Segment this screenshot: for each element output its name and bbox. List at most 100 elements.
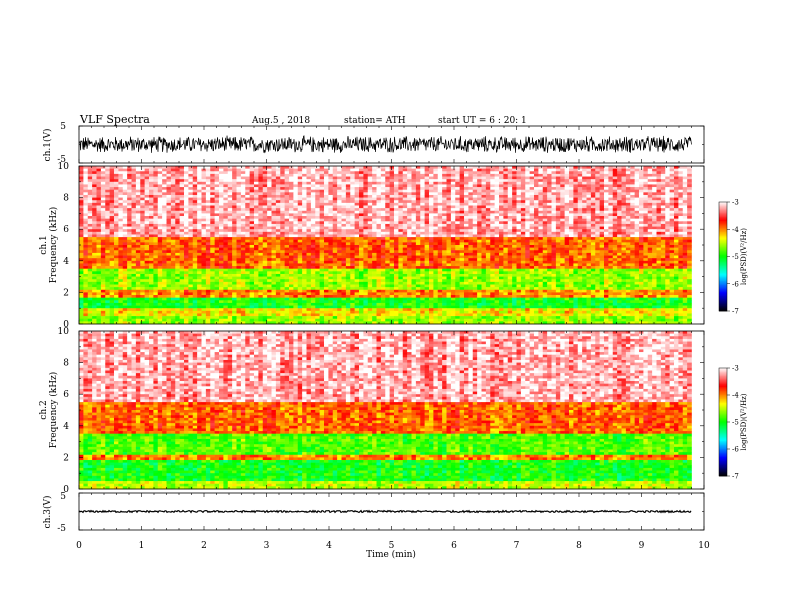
colorbar-segment [719,376,727,378]
colorbar-segment [719,221,727,223]
colorbar-segment [719,405,727,408]
colorbar-tick-label: -7 [732,473,739,481]
colorbar-segment [719,412,727,415]
colorbar-tick-label: -4 [732,226,739,234]
colorbar-segment [719,457,727,459]
ch1-spectrogram-ylabel-channel: ch.1 [39,235,49,254]
time-tick-label: 8 [576,541,582,551]
colorbar-segment [719,459,727,462]
colorbar-segment [719,260,727,263]
colorbar-segment [719,276,727,279]
colorbar-segment [719,399,727,401]
ch1-spectrogram-ytick-labels: 0 2 4 6 8 10 [58,162,70,330]
colorbar-segment [719,436,727,439]
colorbar-segment [719,461,727,463]
colorbar-segment [719,211,727,214]
time-tick-label: 9 [639,541,645,551]
colorbar-segment [719,214,727,217]
ch1-waveform-panel: 5 -5 ch.1(V) [42,122,705,165]
time-axis-label: Time (min) [366,549,416,560]
colorbar-segment [719,302,727,305]
colorbar-segment [719,378,727,381]
colorbar-tick-label: -5 [732,419,739,427]
colorbar-segment [719,427,727,430]
ch3-waveform-panel: 5 -5 ch.3(V) [42,492,705,534]
colorbar-segment [719,453,727,455]
colorbar-segment [719,241,727,244]
colorbar-segment [719,218,727,221]
ch1-waveform-line [78,135,692,154]
colorbar-segment [719,279,727,282]
colorbar-segment [719,249,727,252]
colorbar-segment [719,275,727,278]
ch2-spectrogram-ylabel-frequency: Frequency (kHz) [48,372,59,449]
colorbar-segment [719,435,727,438]
colorbar-segment [719,222,727,225]
colorbar-tick-label: -6 [732,280,739,288]
colorbar-tick-label: -6 [732,446,739,454]
colorbar-segment [719,467,727,470]
frequency-tick-label: 4 [63,257,69,267]
ch2-colorbar: -3 -4 -5 -6 -7 log(PSD)(V²/Hz) [718,365,748,481]
colorbar-segment [719,408,727,411]
colorbar-segment [719,264,727,267]
time-tick-label: 10 [698,541,710,551]
colorbar-segment [719,373,727,376]
colorbar-segment [719,230,727,233]
colorbar-segment [719,306,727,309]
colorbar-segment [719,309,727,312]
colorbar-segment [719,266,727,268]
colorbar-segment [719,438,727,440]
colorbar-segment [719,257,727,260]
ch2-spectrogram-ticks [78,330,705,490]
ch1-ytick-bottom: -5 [57,155,66,165]
colorbar-segment [719,242,727,245]
colorbar-segment [719,396,727,399]
colorbar-segment [719,382,727,385]
colorbar-segment [719,215,727,218]
frequency-tick-label: 0 [63,485,69,495]
ch1-waveform-ticks [78,125,705,164]
colorbar-segment [719,416,727,419]
colorbar-segment [719,424,727,427]
colorbar-segment [719,233,727,236]
ch2-spectrogram-image [79,331,692,490]
colorbar-segment [719,407,727,409]
colorbar-segment [719,301,727,304]
frequency-tick-label: 0 [63,320,69,330]
time-tick-label: 5 [389,541,395,551]
frequency-tick-label: 8 [63,194,69,204]
colorbar-segment [719,380,727,382]
time-tick-label: 2 [201,541,207,551]
ch3-ytick-top: 5 [60,492,66,502]
colorbar-segment [719,443,727,446]
colorbar-segment [719,271,727,274]
colorbar-segment [719,229,727,232]
colorbar-segment [719,426,727,428]
ch3-waveform-ticks [78,492,705,531]
colorbar-segment [719,261,727,264]
colorbar-segment [719,283,727,286]
colorbar-segment [719,223,727,226]
colorbar-segment [719,442,727,444]
colorbar-segment [719,202,727,204]
colorbar-segment [719,439,727,442]
ch2-spectrogram-ytick-labels: 0 2 4 6 8 10 [58,327,70,495]
colorbar-segment [719,226,727,229]
time-tick-label: 3 [264,541,270,551]
colorbar-segment [719,274,727,276]
colorbar-segment [719,296,727,298]
colorbar-segment [719,466,727,469]
ch3-waveform-line [78,509,692,514]
start-time-label: start UT = 6 : 20: 1 [438,116,527,126]
ch3-ytick-bottom: -5 [57,524,66,534]
colorbar-segment [719,432,727,435]
colorbar-tick-label: -5 [732,253,739,261]
time-tick-label: 1 [139,541,145,551]
colorbar-segment [719,474,727,477]
colorbar-segment [719,447,727,450]
colorbar-segment [719,252,727,255]
colorbar-segment [719,404,727,407]
frequency-tick-label: 10 [58,327,70,337]
ch1-waveform-ylabel: ch.1(V) [42,129,53,162]
